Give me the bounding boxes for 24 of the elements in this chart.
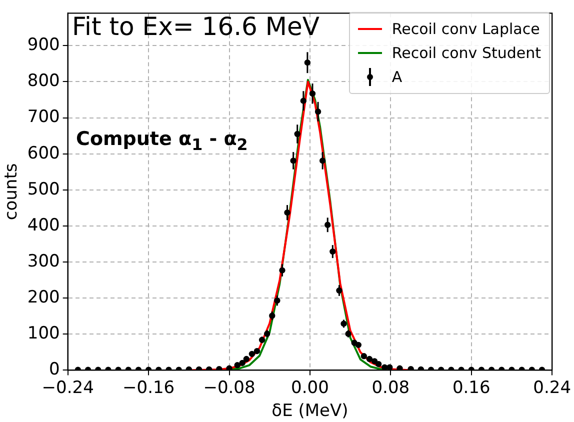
y-tick-label: 400: [27, 215, 60, 236]
x-tick-label: 0.08: [372, 378, 410, 398]
annotation: Compute α$_{1}$ - α$_{2}$: [76, 128, 248, 154]
legend-label: Recoil conv Student: [392, 43, 541, 64]
y-tick-label: 700: [27, 107, 60, 128]
x-tick-label: −0.24: [42, 378, 94, 398]
x-tick-label: −0.16: [122, 378, 175, 398]
x-tick-label: 0.00: [291, 378, 329, 398]
y-tick-label: 100: [27, 324, 60, 344]
x-tick-label: 0.16: [452, 378, 490, 398]
x-tick-label: −0.08: [203, 378, 256, 398]
x-tick-label: 0.24: [533, 378, 572, 398]
y-tick-label: 0: [49, 360, 60, 380]
x-axis-title: δE (MeV): [272, 401, 348, 422]
y-tick-label: 900: [27, 35, 60, 56]
legend-label: A: [392, 67, 402, 88]
y-tick-label: 600: [27, 143, 60, 164]
y-axis-title: counts: [2, 163, 22, 220]
y-tick-label: 500: [27, 179, 60, 200]
y-tick-label: 300: [27, 251, 60, 272]
chart-title: Fit to Ex= 16.6 MeV: [72, 12, 320, 41]
y-tick-label: 200: [27, 288, 60, 308]
y-tick-label: 800: [27, 71, 60, 92]
legend-label: Recoil conv Laplace: [392, 19, 540, 40]
